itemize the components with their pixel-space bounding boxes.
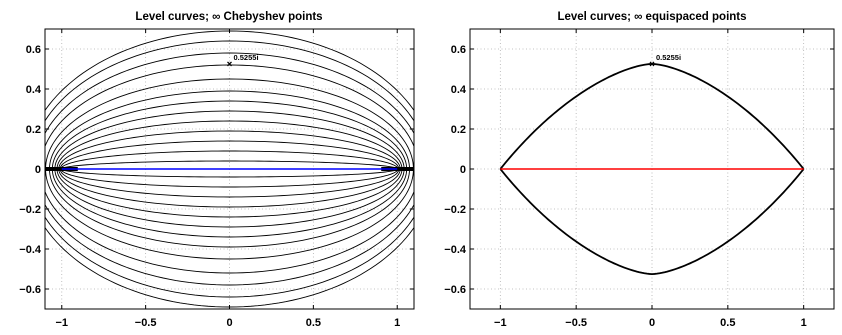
y-tick-label: −0.6: [19, 284, 41, 296]
plot-layer: [45, 30, 414, 308]
y-tick-label: 0: [35, 164, 41, 176]
y-tick-label: 0.4: [451, 84, 467, 96]
x-tick-label: 0: [226, 317, 232, 329]
point-marker: [649, 61, 655, 67]
plot-layer: [499, 61, 805, 276]
x-tick-label: 1: [801, 317, 807, 329]
x-tick-label: −0.5: [135, 317, 157, 329]
y-tick-label: −0.6: [444, 284, 466, 296]
marker-label: 0.5255i: [656, 53, 681, 62]
y-tick-label: 0.6: [451, 44, 466, 56]
equispaced-panel: Level curves; ∞ equispaced points −1 −0.5…: [444, 11, 835, 329]
x-tick-label: 0: [649, 317, 655, 329]
level-curve: [45, 40, 414, 298]
marker-label: 0.5255i: [234, 53, 259, 62]
plot-clip: [45, 30, 414, 308]
y-tick-label: −0.2: [444, 204, 466, 216]
level-curve: [45, 30, 414, 308]
y-tick-label: 0.2: [26, 124, 41, 136]
axis-ticks: −1 −0.5 0 0.5 1 0.6 0.4 0.2 0 −0.2 −0.4 −0.6: [444, 29, 834, 329]
chart-title-equispaced: Level curves; ∞ equispaced points: [557, 11, 746, 23]
y-tick-label: 0.6: [26, 44, 41, 56]
y-tick-label: −0.2: [19, 204, 41, 216]
level-curve: [45, 52, 414, 286]
y-tick-label: 0.2: [451, 124, 466, 136]
x-tick-label: 0.5: [306, 317, 321, 329]
y-tick-label: 0.4: [26, 84, 42, 96]
axis-ticks: −1 −0.5 0 0.5 1 0.6 0.4 0.2 0 −0.2 −0.4 −0.6: [19, 29, 414, 329]
x-tick-label: −1: [494, 317, 507, 329]
point-marker: [227, 61, 232, 67]
lens-curve-upper: [499, 62, 805, 170]
x-tick-label: −0.5: [565, 317, 587, 329]
y-tick-label: −0.4: [19, 244, 42, 256]
chart-title-chebyshev: Level curves; ∞ Chebyshev points: [135, 11, 322, 23]
chebyshev-panel: Level curves; ∞ Chebyshev points −1 −0.5 0…: [19, 11, 415, 329]
y-tick-label: −0.4: [444, 244, 467, 256]
plot-clip: [499, 61, 805, 276]
lens-curve-lower: [499, 168, 805, 276]
x-tick-label: 0.5: [720, 317, 735, 329]
y-tick-label: 0: [460, 164, 466, 176]
x-tick-label: −1: [55, 317, 68, 329]
level-curve: [45, 64, 414, 274]
x-tick-label: 1: [394, 317, 400, 329]
